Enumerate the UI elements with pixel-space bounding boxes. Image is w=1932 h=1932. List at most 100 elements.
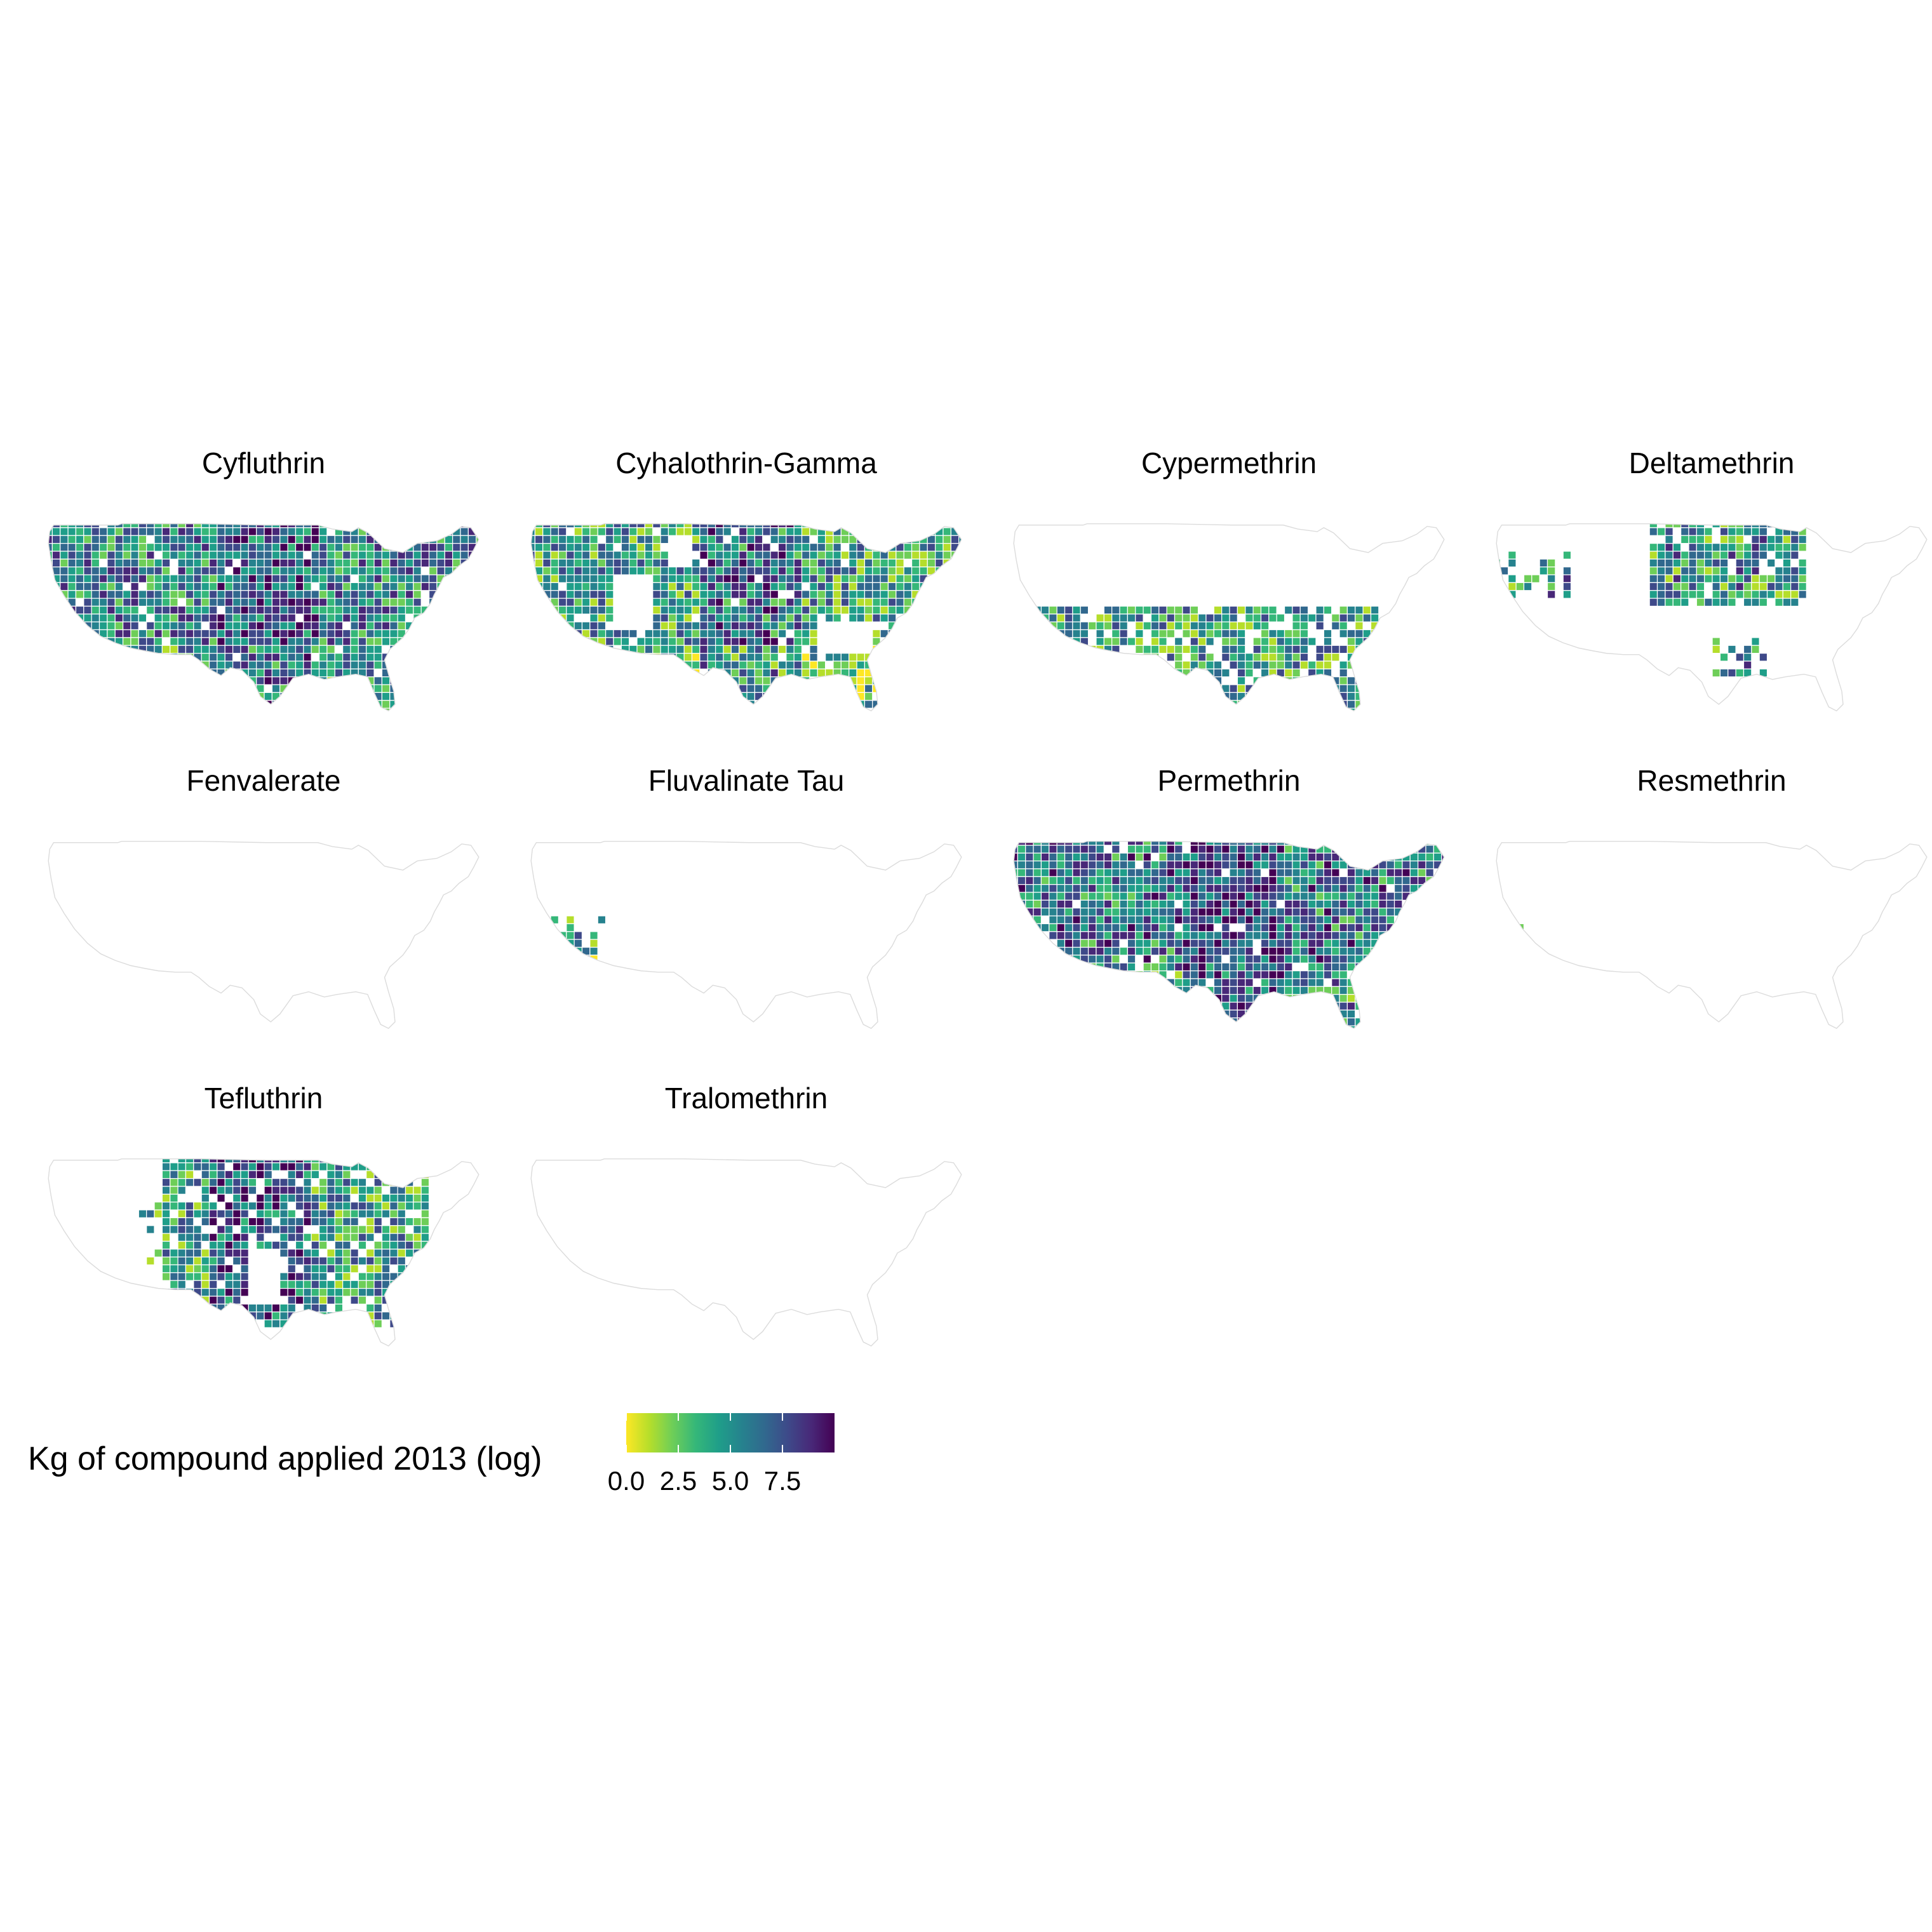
county-cell <box>1245 978 1254 987</box>
county-cell <box>683 574 693 584</box>
county-cell <box>107 590 116 599</box>
county-cell <box>185 535 194 544</box>
county-cell <box>801 621 810 631</box>
county-cell <box>460 692 469 701</box>
county-cell <box>67 527 77 536</box>
county-cell <box>558 567 567 575</box>
county-cell <box>1096 908 1104 916</box>
county-cell <box>824 574 834 584</box>
county-cell <box>1040 884 1050 893</box>
county-cell <box>1229 708 1238 711</box>
county-cell <box>1205 860 1214 869</box>
county-cell <box>927 708 936 711</box>
county-cell <box>60 700 69 709</box>
county-cell <box>574 527 583 536</box>
county-cell <box>444 621 453 631</box>
county-cell <box>550 700 560 709</box>
county-cell <box>849 558 857 568</box>
county-cell <box>476 684 479 694</box>
county-cell <box>809 551 818 560</box>
county-cell <box>1323 605 1332 615</box>
county-cell <box>1119 986 1128 995</box>
county-cell <box>342 582 351 591</box>
county-cell <box>644 558 654 568</box>
county-cell <box>295 645 304 654</box>
county-cell <box>420 621 430 631</box>
county-cell <box>1072 908 1081 916</box>
county-cell <box>849 605 857 615</box>
county-cell <box>295 535 304 544</box>
county-cell <box>358 551 367 560</box>
county-cell <box>452 652 461 662</box>
county-cell <box>1751 551 1760 560</box>
county-cell <box>1064 1002 1073 1011</box>
county-cell <box>574 676 583 685</box>
county-cell <box>75 676 84 685</box>
county-cell <box>1284 605 1293 615</box>
county-cell <box>67 645 77 654</box>
county-cell <box>1284 986 1293 995</box>
county-cell <box>950 605 960 615</box>
county-cell <box>597 527 607 536</box>
county-cell <box>1743 652 1752 662</box>
county-cell <box>762 614 771 622</box>
county-cell <box>1150 946 1160 956</box>
county-cell <box>1260 700 1270 709</box>
county-cell <box>130 676 139 685</box>
county-cell <box>613 661 622 669</box>
county-cell <box>1245 668 1254 678</box>
county-cell <box>1158 1025 1167 1029</box>
county-cell <box>1229 994 1238 1003</box>
county-cell <box>1017 1025 1026 1029</box>
county-cell <box>1237 986 1246 995</box>
county-cell <box>217 1193 225 1203</box>
county-cell <box>130 558 139 568</box>
county-cell <box>1064 700 1073 709</box>
county-cell <box>1418 962 1426 972</box>
county-cell <box>264 692 273 701</box>
county-cell <box>193 708 202 711</box>
county-cell <box>264 542 273 552</box>
county-cell <box>793 574 803 584</box>
county-cell <box>1143 908 1152 916</box>
county-cell <box>943 637 951 646</box>
county-cell <box>793 661 803 669</box>
county-cell <box>1433 962 1442 972</box>
county-cell <box>1087 845 1097 854</box>
county-cell <box>193 598 202 607</box>
county-cell <box>444 629 453 638</box>
county-cell <box>676 700 685 709</box>
county-cell <box>652 523 661 528</box>
county-cell <box>311 605 320 615</box>
county-cell <box>1221 645 1230 654</box>
county-cell <box>460 598 469 607</box>
county-cell <box>636 708 645 711</box>
county-cell <box>849 700 857 709</box>
county-cell <box>1315 962 1324 972</box>
county-cell <box>1562 551 1572 560</box>
county-cell <box>754 542 763 552</box>
county-cell <box>1245 970 1254 979</box>
county-cell <box>1562 590 1572 599</box>
county-cell <box>366 661 375 669</box>
county-cell <box>1135 884 1144 893</box>
county-cell <box>452 590 461 599</box>
county-cell <box>958 527 962 536</box>
county-cell <box>1441 860 1444 869</box>
county-cell <box>1402 1002 1411 1011</box>
county-cell <box>786 582 795 591</box>
county-cell <box>1268 946 1277 956</box>
county-cell <box>279 527 288 536</box>
county-cell <box>1292 852 1301 862</box>
county-cell <box>279 1158 288 1164</box>
county-cell <box>1064 1017 1073 1026</box>
county-cell <box>754 590 763 599</box>
county-cell <box>67 590 77 599</box>
county-cell <box>1072 931 1081 940</box>
county-cell <box>1229 939 1238 948</box>
county-cell <box>1268 852 1277 862</box>
county-cell <box>1190 684 1199 694</box>
county-cell <box>436 629 445 638</box>
county-cell <box>154 637 163 646</box>
county-cell <box>1260 629 1270 638</box>
